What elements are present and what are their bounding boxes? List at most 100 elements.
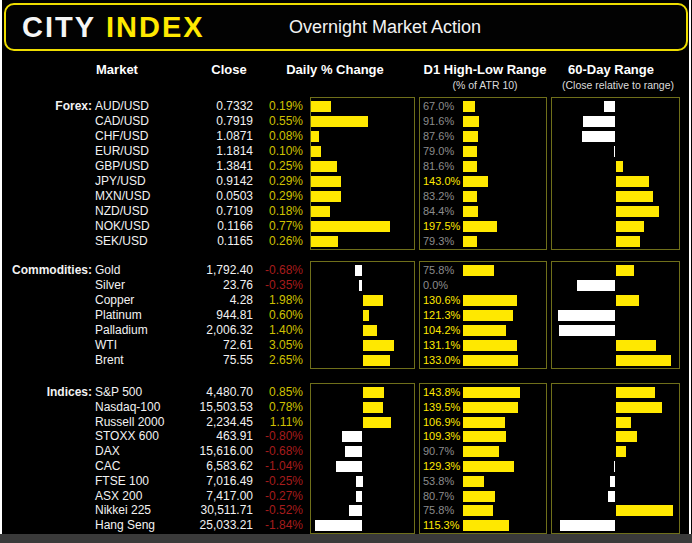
range60-bar	[577, 280, 615, 291]
d1-pct-label: 53.8%	[423, 474, 454, 489]
range60-bar	[616, 417, 631, 428]
daily-bar	[349, 505, 362, 516]
daily-bar	[363, 402, 383, 413]
logo-city-text: CITY	[22, 11, 96, 43]
range60-bar	[610, 476, 615, 487]
d1-pct-label: 0.0%	[423, 278, 448, 293]
close-value: 7,016.49	[153, 474, 253, 489]
daily-bar	[311, 146, 321, 157]
close-value: 25,033.21	[153, 518, 253, 533]
close-value: 0.9142	[153, 174, 253, 189]
d1-range-panel: 75.8%0.0%130.6%121.3%104.2%131.1%133.0%	[419, 261, 547, 369]
range60-bar	[616, 161, 623, 172]
daily-pct-value: -0.52%	[253, 503, 303, 518]
daily-pct-value: 0.29%	[253, 189, 303, 204]
close-value: 0.7919	[153, 114, 253, 129]
daily-pct-value: 0.85%	[253, 385, 303, 400]
d1-bar	[463, 340, 517, 351]
d1-bar	[463, 355, 518, 366]
daily-pct-value: 0.29%	[253, 174, 303, 189]
d1-bar	[463, 161, 477, 172]
daily-pct-value: -0.80%	[253, 429, 303, 444]
daily-pct-value: 3.05%	[253, 338, 303, 353]
daily-pct-value: 0.26%	[253, 234, 303, 249]
daily-pct-value: -0.68%	[253, 444, 303, 459]
range60-bar	[616, 505, 673, 516]
close-value: 23.76	[153, 278, 253, 293]
d1-bar	[463, 476, 484, 487]
d1-bar	[463, 131, 478, 142]
close-value: 75.55	[153, 353, 253, 368]
d1-pct-label: 143.0%	[423, 174, 460, 189]
d1-range-panel: 143.8%139.5%106.9%109.3%90.7%129.3%53.8%…	[419, 383, 547, 534]
d1-bar	[463, 325, 506, 336]
d1-bar	[463, 461, 514, 472]
daily-bar	[311, 161, 337, 172]
range60-bar	[616, 387, 655, 398]
daily-bar	[311, 116, 368, 127]
column-subheader-atr: (% of ATR 10)	[415, 79, 555, 91]
d1-bar	[463, 295, 517, 306]
daily-pct-value: 1.98%	[253, 293, 303, 308]
d1-bar	[463, 505, 493, 516]
close-value: 4.28	[153, 293, 253, 308]
page-title: Overnight Market Action	[289, 5, 481, 49]
d1-bar	[463, 446, 499, 457]
daily-pct-value: -1.84%	[253, 518, 303, 533]
d1-bar	[463, 176, 488, 187]
daily-pct-value: 0.55%	[253, 114, 303, 129]
d1-bar	[463, 387, 520, 398]
daily-bar	[311, 176, 341, 187]
d1-range-panel: 67.0%91.6%87.6%79.0%81.6%143.0%83.2%84.4…	[419, 97, 547, 250]
daily-bar	[342, 431, 363, 442]
daily-change-panel	[310, 261, 415, 369]
close-value: 15,616.00	[153, 444, 253, 459]
close-value: 1.1814	[153, 144, 253, 159]
overnight-market-dashboard: CITYINDEX Overnight Market Action Market…	[0, 0, 692, 543]
daily-bar	[355, 265, 362, 276]
d1-bar	[463, 146, 477, 157]
close-value: 1,792.40	[153, 263, 253, 278]
d1-bar	[463, 310, 513, 321]
range60-bar	[616, 402, 662, 413]
close-value: 2,234.45	[153, 415, 253, 430]
close-value: 6,583.62	[153, 459, 253, 474]
d1-pct-label: 104.2%	[423, 323, 460, 338]
close-value: 944.81	[153, 308, 253, 323]
d1-bar	[463, 520, 509, 531]
d1-pct-label: 109.3%	[423, 429, 460, 444]
close-value: 0.7109	[153, 204, 253, 219]
range60-bar	[616, 431, 637, 442]
daily-pct-value: -0.27%	[253, 489, 303, 504]
daily-pct-value: -1.04%	[253, 459, 303, 474]
d1-pct-label: 75.8%	[423, 263, 454, 278]
daily-bar	[315, 520, 362, 531]
d1-pct-label: 121.3%	[423, 308, 460, 323]
range60-bar	[616, 221, 644, 232]
daily-bar	[311, 101, 331, 112]
d1-pct-label: 75.8%	[423, 503, 454, 518]
city-index-logo: CITY INDEX	[22, 11, 205, 44]
range60-bar	[616, 355, 671, 366]
daily-bar	[311, 206, 330, 217]
d1-bar	[463, 191, 477, 202]
close-value: 30,511.71	[153, 503, 253, 518]
close-value: 463.91	[153, 429, 253, 444]
daily-bar	[311, 191, 341, 202]
d1-bar	[463, 417, 505, 428]
daily-bar	[336, 461, 363, 472]
d1-pct-label: 197.5%	[423, 219, 460, 234]
d1-bar	[463, 101, 475, 112]
close-value: 0.0503	[153, 189, 253, 204]
d1-bar	[463, 221, 497, 232]
d1-pct-label: 80.7%	[423, 489, 454, 504]
column-header-close: Close	[179, 62, 279, 77]
sixty-day-panel	[551, 261, 680, 369]
section-label: Commodities:	[0, 263, 92, 278]
d1-pct-label: 91.6%	[423, 114, 454, 129]
daily-pct-value: 2.65%	[253, 353, 303, 368]
d1-pct-label: 133.0%	[423, 353, 460, 368]
daily-bar	[363, 387, 385, 398]
logo-index-text: INDEX	[106, 11, 205, 43]
d1-bar	[463, 265, 494, 276]
